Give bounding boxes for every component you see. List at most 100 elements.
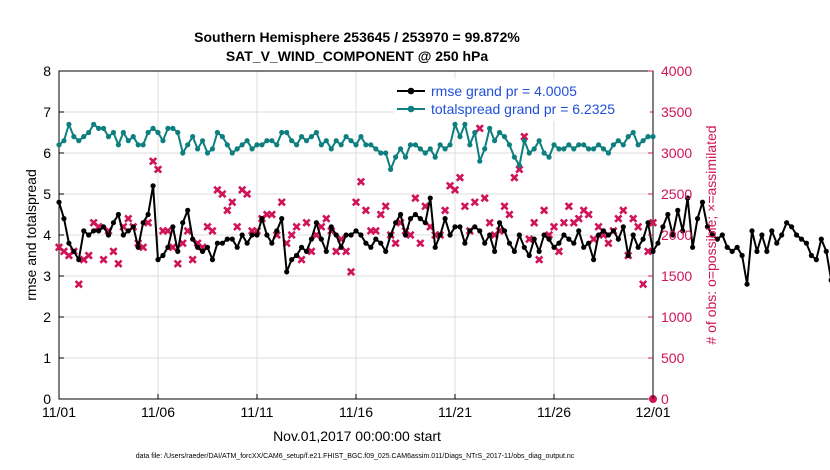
left-tick-label: 0 (43, 391, 51, 407)
obs-assimilated-point (411, 193, 420, 203)
obs-cross-center (339, 237, 344, 242)
obs-assimilated-point (530, 218, 539, 227)
rmse-point (620, 224, 626, 230)
obs-cross-center (571, 220, 576, 225)
obs-cross-center (170, 245, 175, 250)
rmse-point (482, 240, 488, 246)
rmse-point (487, 232, 493, 238)
rmse-point (76, 257, 82, 263)
obs-cross-center (621, 208, 626, 213)
rmse-point (492, 248, 498, 254)
legend-box (394, 79, 650, 121)
obs-assimilated-point (614, 214, 623, 223)
rmse-point (739, 252, 745, 259)
x-axis-label: Nov.01,2017 00:00:00 start (273, 428, 441, 444)
totalspread-point (368, 142, 374, 148)
obs-assimilated-point (520, 132, 529, 141)
obs-assimilated-point (242, 189, 252, 199)
rmse-point (407, 216, 414, 222)
right-tick-label: 500 (661, 350, 685, 366)
obs-cross-center (462, 204, 467, 209)
obs-cross-center (264, 212, 269, 217)
obs-cross-center (522, 134, 527, 139)
rmse-point (81, 228, 87, 234)
obs-assimilated-point (525, 234, 534, 244)
totalspread-point (294, 142, 300, 148)
rmse-point (704, 224, 711, 230)
right-tick-label: 3000 (661, 145, 692, 161)
obs-cross-center (269, 212, 274, 217)
rmse-point (363, 240, 369, 246)
right-tick-label: 4000 (661, 63, 692, 79)
obs-assimilated-point (109, 247, 118, 256)
rmse-point (368, 244, 374, 250)
x-tick-label: 11/26 (537, 404, 571, 420)
obs-assimilated-point (361, 206, 371, 215)
obs-cross-center (324, 216, 329, 221)
obs-assimilated-point (500, 202, 509, 211)
obs-cross-center (96, 224, 101, 229)
rmse-point (378, 240, 384, 246)
totalspread-point (66, 121, 72, 127)
obs-assimilated-point (223, 206, 232, 215)
rmse-point (269, 240, 275, 246)
obs-assimilated-point (510, 173, 519, 182)
totalspread-point (581, 142, 587, 148)
obs-cross-center (636, 224, 641, 229)
obs-cross-center (334, 249, 339, 254)
x-tick-label: 11/11 (241, 404, 274, 420)
rmse-point (734, 244, 740, 250)
chart-title-line2: SAT_V_WIND_COMPONENT @ 250 hPa (226, 48, 489, 64)
totalspread-point (487, 125, 493, 131)
rmse-point (764, 248, 770, 254)
totalspread-point (526, 150, 532, 156)
obs-cross-center (651, 220, 655, 225)
rmse-point (130, 224, 136, 230)
totalspread-point (595, 142, 602, 148)
totalspread-point (219, 134, 225, 140)
rmse-point (675, 207, 681, 213)
obs-cross-center (423, 204, 428, 209)
rmse-point (422, 220, 428, 226)
x-tick-label: 12/01 (635, 404, 670, 420)
rmse-point (323, 248, 329, 254)
grid-lines (59, 71, 653, 399)
totalspread-point (244, 138, 250, 144)
totalspread-point (105, 134, 112, 140)
totalspread-point (412, 142, 418, 148)
right-tick-label: 1500 (661, 268, 692, 284)
totalspread-point (81, 134, 87, 140)
rmse-point (442, 216, 448, 222)
totalspread-point (452, 121, 458, 127)
obs-cross-center (344, 249, 349, 254)
rmse-point (140, 220, 146, 226)
obs-assimilated-point (188, 255, 197, 264)
totalspread-point (224, 142, 230, 148)
totalspread-point (86, 129, 92, 136)
obs-assimilated-point (371, 226, 380, 236)
totalspread-point (511, 154, 517, 160)
obs-assimilated-point (74, 280, 83, 289)
obs-cross-center (200, 245, 205, 250)
rmse-point (204, 244, 211, 250)
rmse-point (209, 257, 216, 263)
totalspread-point (501, 134, 508, 140)
rmse-point (694, 216, 701, 222)
obs-cross-center (413, 196, 418, 201)
totalspread-point (100, 125, 107, 131)
totalspread-point (333, 138, 339, 144)
obs-assimilated-point (604, 239, 613, 248)
rmse-point (779, 232, 785, 238)
totalspread-point (135, 142, 141, 148)
obs-cross-center (165, 228, 170, 233)
rmse-point (774, 240, 780, 246)
rmse-point (719, 232, 725, 238)
rmse-point (165, 244, 171, 250)
obs-assimilated-point (619, 206, 628, 215)
right-axis-ticks: 0 500 1000 1500 2000 2500 3000 3500 4000 (648, 63, 692, 407)
obs-cross-center (160, 228, 165, 233)
totalspread-point (259, 142, 265, 148)
obs-assimilated-point (332, 247, 341, 256)
rmse-point (501, 228, 508, 234)
right-tick-label: 1000 (661, 309, 692, 325)
